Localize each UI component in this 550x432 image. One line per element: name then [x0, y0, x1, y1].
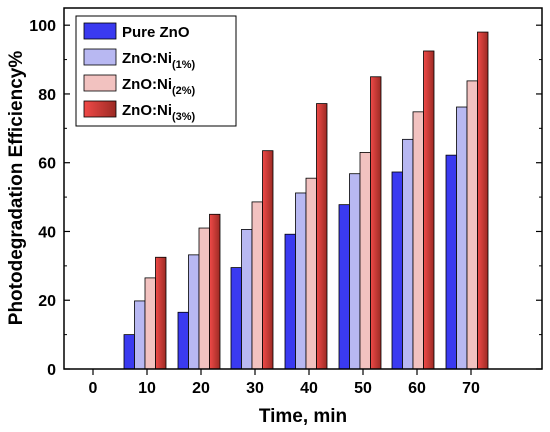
- bar-2-30: [251, 201, 263, 370]
- y-tick-label: 60: [38, 156, 56, 173]
- bar-3-10: [155, 256, 167, 370]
- x-axis-title: Time, min: [259, 406, 347, 427]
- x-tick-label: 50: [354, 380, 372, 397]
- bar-1-30: [241, 229, 253, 370]
- x-tick-label: 30: [246, 380, 264, 397]
- legend-label-1: ZnO:Ni(1%): [122, 50, 196, 71]
- x-tick-label: 40: [300, 380, 318, 397]
- plot-frame: [63, 7, 543, 370]
- bar-1-60: [402, 138, 414, 370]
- axes-layer: 0 20 40 60 80 100 0 10 20 30 40 50 60 70: [29, 18, 542, 397]
- legend-swatch-1: [83, 48, 117, 66]
- y-tick-label: 80: [38, 87, 56, 104]
- bar-1-20: [188, 254, 200, 370]
- bar-3-50: [370, 76, 382, 370]
- bar-1-40: [295, 192, 307, 370]
- bar-2-40: [305, 177, 317, 370]
- bar-3-30: [262, 150, 274, 370]
- legend-label-2: ZnO:Ni(2%): [122, 76, 196, 97]
- legend-label-0: Pure ZnO: [122, 24, 190, 41]
- y-tick-label: 100: [29, 18, 56, 35]
- bar-0-40: [284, 233, 296, 370]
- bar-1-50: [349, 173, 361, 370]
- bar-0-30: [230, 267, 242, 370]
- bar-1-10: [134, 300, 146, 370]
- x-tick-label: 60: [408, 380, 426, 397]
- y-tick-label: 20: [38, 293, 56, 310]
- x-tick-label: 10: [138, 380, 156, 397]
- y-axis-title: Photodegradation Efficiency%: [6, 51, 27, 326]
- bar-1-70: [456, 106, 468, 370]
- legend-swatch-0: [83, 22, 117, 40]
- bar-3-60: [423, 50, 435, 370]
- legend-label-3: ZnO:Ni(3%): [122, 102, 196, 123]
- bar-0-70: [445, 154, 457, 370]
- bar-3-20: [209, 213, 221, 370]
- bar-3-70: [477, 31, 489, 370]
- bar-3-40: [316, 103, 328, 370]
- x-tick-label: 20: [192, 380, 210, 397]
- x-tick-label: 70: [462, 380, 480, 397]
- legend-swatch-3: [83, 100, 117, 118]
- bar-0-20: [177, 311, 189, 370]
- bar-2-10: [144, 277, 156, 370]
- bar-0-10: [123, 334, 135, 370]
- legend: Pure ZnO ZnO:Ni(1%) ZnO:Ni(2%) ZnO:Ni(3%): [75, 15, 237, 127]
- bars-layer: [123, 31, 489, 370]
- x-tick-label: 0: [89, 380, 98, 397]
- bar-2-20: [198, 227, 210, 370]
- bar-0-50: [338, 204, 350, 370]
- bar-2-70: [466, 80, 478, 370]
- bar-2-60: [412, 111, 424, 370]
- y-tick-label: 0: [47, 362, 56, 379]
- bar-0-60: [391, 171, 403, 370]
- y-tick-label: 40: [38, 224, 56, 241]
- legend-swatch-2: [83, 74, 117, 92]
- bar-2-50: [359, 151, 371, 370]
